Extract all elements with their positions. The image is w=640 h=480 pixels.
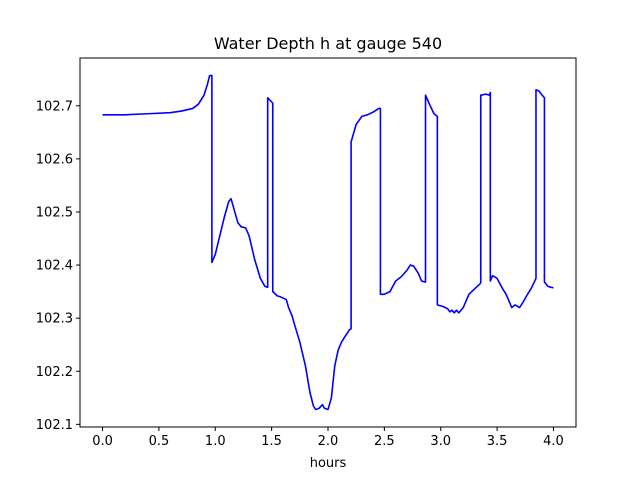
x-tick-label: 0.5 xyxy=(149,434,170,449)
x-tick-label: 1.5 xyxy=(261,434,282,449)
x-axis-label: hours xyxy=(310,456,347,471)
x-tick-label: 3.0 xyxy=(430,434,451,449)
x-axis-ticks: 0.0 0.5 1.0 1.5 2.0 2.5 3.0 3.5 4.0 xyxy=(92,427,564,449)
y-tick-label: 102.5 xyxy=(36,205,73,220)
y-axis-ticks: 102.1 102.2 102.3 102.4 102.5 102.6 102.7 xyxy=(36,99,80,433)
y-tick-label: 102.1 xyxy=(36,418,73,433)
y-tick-label: 102.2 xyxy=(36,365,73,380)
x-tick-label: 3.5 xyxy=(487,434,508,449)
y-tick-label: 102.7 xyxy=(36,99,73,114)
y-tick-label: 102.3 xyxy=(36,312,73,327)
x-tick-label: 4.0 xyxy=(543,434,564,449)
x-tick-label: 2.5 xyxy=(374,434,395,449)
x-tick-label: 2.0 xyxy=(318,434,339,449)
x-tick-label: 1.0 xyxy=(205,434,226,449)
series-line-water-depth xyxy=(102,74,554,411)
chart-title: Water Depth h at gauge 540 xyxy=(214,34,442,53)
x-tick-label: 0.0 xyxy=(92,434,113,449)
y-tick-label: 102.4 xyxy=(36,259,73,274)
y-tick-label: 102.6 xyxy=(36,152,73,167)
